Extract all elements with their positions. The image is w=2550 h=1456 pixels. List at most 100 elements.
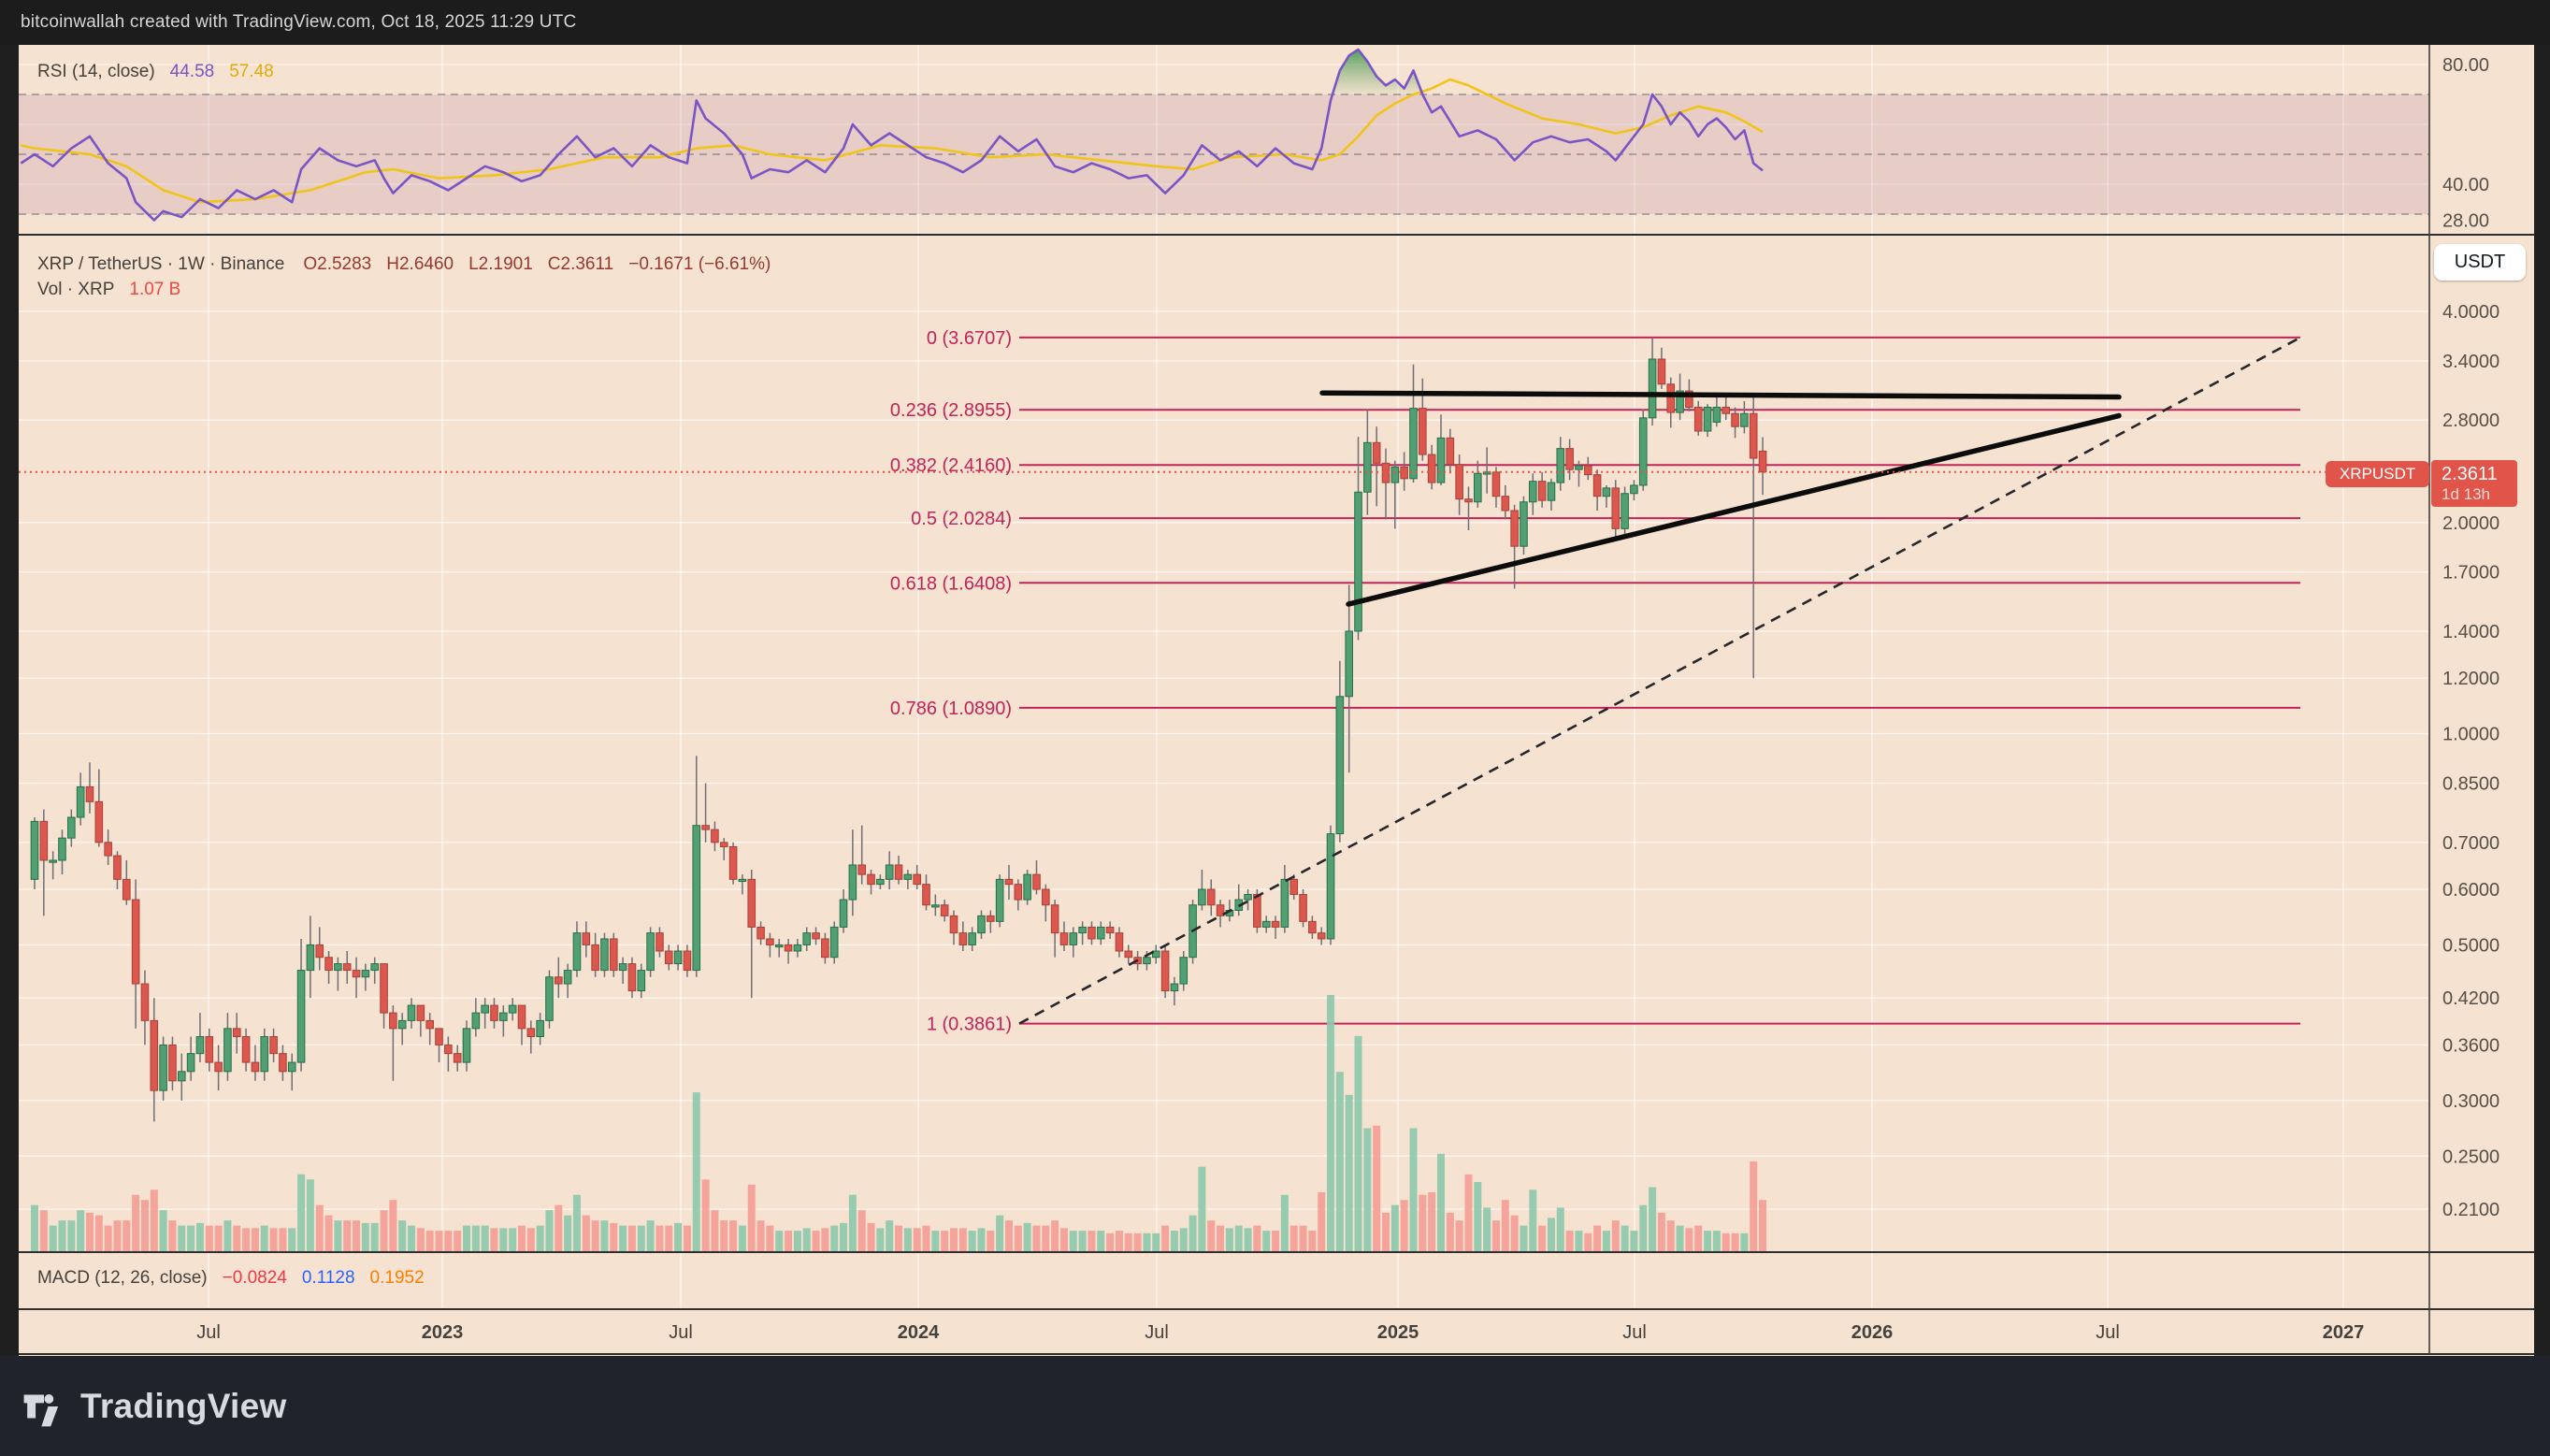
time-axis-label: Jul [2096,1322,2120,1343]
candle [857,864,867,875]
candle [342,963,352,972]
candle [453,1053,462,1063]
macd-signal-value: 0.1128 [301,1268,355,1288]
price-axis-label: 0.2500 [2442,1146,2500,1167]
volume-bar [747,1184,756,1251]
candle [1363,441,1372,493]
candle [1261,920,1271,928]
volume-bar [867,1222,875,1251]
volume-bar [122,1220,131,1251]
candle [1666,383,1676,413]
volume-bar [233,1225,241,1251]
symbol-price-tag[interactable]: XRPUSDT [2326,461,2429,487]
macd-label[interactable]: MACD (12, 26, close) [37,1268,208,1288]
candle [591,944,599,972]
volume-bar [49,1225,57,1251]
volume-bar [1621,1225,1629,1251]
fib-label: 0.618 (1.6408) [890,573,1012,594]
candle [867,873,875,886]
volume-bar [1280,1194,1289,1251]
symbol-title[interactable]: XRP / TetherUS · 1W · Binance [37,254,285,274]
volume-legend-row[interactable]: Vol · XRP 1.07 B [37,280,180,300]
volume-bar [214,1225,223,1251]
symbol-legend-row[interactable]: XRP / TetherUS · 1W · Binance O2.5283 H2… [37,254,771,275]
candle [444,1044,453,1055]
rsi-axis-label: 80.00 [2442,55,2489,76]
macd-legend-row[interactable]: MACD (12, 26, close) −0.0824 0.1128 0.19… [37,1268,425,1289]
volume-bar [242,1228,251,1251]
volume-label[interactable]: Vol · XRP [37,280,115,299]
candle [306,944,315,972]
volume-bar [306,1179,314,1251]
tradingview-brand[interactable]: TradingView [21,1383,287,1430]
volume-bar [665,1225,673,1251]
volume-bar [637,1225,645,1251]
volume-bar [1289,1225,1298,1251]
candle [1547,482,1556,501]
rsi-plot [20,48,1764,222]
candle [1575,465,1583,470]
volume-bar [1491,1220,1500,1251]
candle [987,915,995,922]
volume-bar [389,1200,397,1251]
rsi-legend-row[interactable]: RSI (14, close) 44.58 57.48 [37,62,274,82]
volume-bars [31,995,1767,1251]
time-axis[interactable]: Jul 2023 Jul 2024 Jul 2025 Jul 2026 Jul 2027 [196,1322,2364,1343]
volume-bar [555,1204,563,1251]
volume-bar [711,1210,719,1251]
volume-bar [1382,1212,1390,1251]
fib-retracement[interactable]: 0 (3.6707) 0.236 (2.8955) 0.382 (2.4160) 0.… [890,328,2300,1035]
price-axis[interactable]: 4.0000 3.4000 2.8000 2.0000 1.7000 1.4000 1.20… [2442,55,2500,1220]
dashed-projection[interactable] [1018,336,2301,1025]
candle [1565,448,1574,470]
candle [572,932,582,972]
volume-bar [1529,1189,1537,1251]
change-value: −0.1671 (−6.61%) [628,254,771,274]
price-axis-label: 1.4000 [2442,622,2500,642]
volume-bar [692,1092,700,1251]
volume-bar [1207,1220,1216,1251]
vertical-gridlines [19,45,2429,1309]
volume-bar [481,1225,489,1251]
candle [1621,493,1629,529]
volume-bar [941,1231,949,1251]
candle [177,1071,186,1082]
candle [1592,474,1602,497]
volume-bar [324,1215,333,1251]
volume-bar [1179,1228,1188,1251]
candle [241,1036,251,1063]
volume-bar [1088,1231,1096,1251]
volume-bar [1520,1225,1528,1251]
rsi-axis-label: 40.00 [2442,175,2489,195]
candle [1308,920,1317,934]
candle [563,970,572,985]
candle [802,932,812,945]
volume-bar [490,1228,498,1251]
candle [756,926,765,940]
volume-bar [1436,1153,1445,1251]
volume-bar [913,1228,921,1251]
horizontal-resistance[interactable] [1319,390,2122,400]
time-axis-label: 2025 [1377,1322,1419,1343]
last-price-badge[interactable]: 2.3611 1d 13h [2431,460,2517,507]
volume-bar [1308,1231,1317,1251]
fib-label: 0.382 (2.4160) [890,455,1012,476]
candle [1354,491,1362,632]
volume-bar [812,1231,820,1251]
chart-canvas[interactable]: 0 (3.6707) 0.236 (2.8955) 0.382 (2.4160) 0.… [19,45,2534,1356]
candle [1758,450,1767,473]
currency-toggle-button[interactable]: USDT [2434,244,2526,281]
volume-bar [251,1228,259,1251]
volume-bar [656,1225,664,1251]
volume-bar [968,1231,976,1251]
candle [582,932,591,945]
ascending-support[interactable] [1346,412,2122,607]
rsi-label[interactable]: RSI (14, close) [37,62,155,81]
candle [995,878,1004,922]
candle [1685,390,1693,408]
volume-bar [1189,1215,1197,1251]
volume-bar [1428,1191,1436,1251]
volume-bar [701,1179,710,1251]
candle [1676,390,1684,413]
candle [536,1019,544,1038]
